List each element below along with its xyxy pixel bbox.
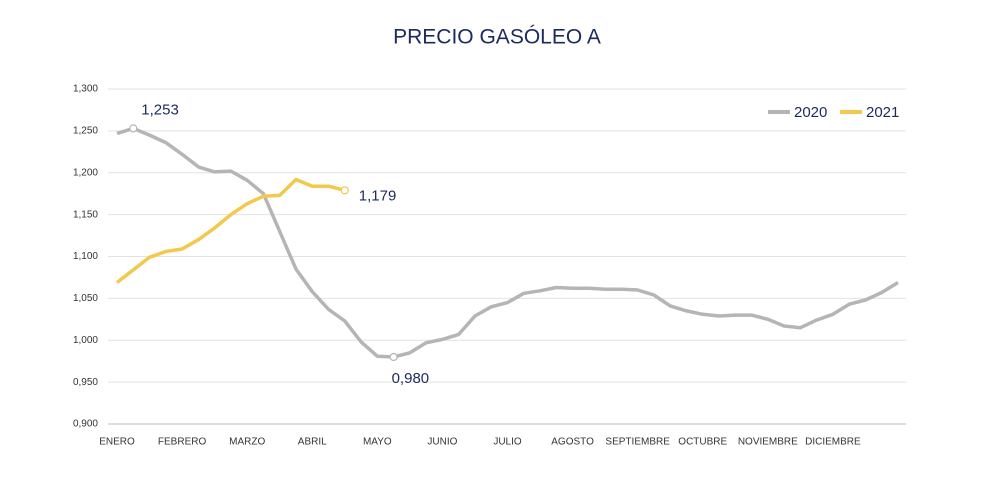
- chart-title: PRECIO GASÓLEO A: [393, 26, 601, 49]
- y-tick-label: 1,150: [73, 209, 98, 220]
- x-tick-label: OCTUBRE: [678, 437, 727, 448]
- data-point: [340, 186, 349, 195]
- x-tick-label: AGOSTO: [551, 437, 594, 448]
- x-tick-label: JULIO: [493, 437, 522, 448]
- y-tick-label: 1,200: [73, 167, 98, 178]
- y-tick-label: 0,950: [73, 377, 98, 388]
- x-tick-label: DICIEMBRE: [805, 437, 861, 448]
- x-tick-label: JUNIO: [427, 437, 457, 448]
- y-tick-label: 1,050: [73, 293, 98, 304]
- x-tick-label: ABRIL: [298, 437, 327, 448]
- series-line: [115, 177, 346, 284]
- y-tick-label: 1,000: [73, 335, 98, 346]
- data-label: 0,980: [392, 370, 430, 387]
- legend-label: 2020: [794, 104, 827, 121]
- y-tick-label: 1,250: [73, 126, 98, 137]
- x-tick-label: MARZO: [229, 437, 265, 448]
- data-point: [129, 124, 138, 133]
- y-tick-label: 0,900: [73, 419, 98, 430]
- x-tick-label: SEPTIEMBRE: [605, 437, 670, 448]
- x-tick-label: MAYO: [363, 437, 392, 448]
- x-tick-label: NOVIEMBRE: [738, 437, 798, 448]
- y-tick-label: 1,100: [73, 251, 98, 262]
- x-tick-label: ENERO: [99, 437, 135, 448]
- series-line: [116, 126, 899, 359]
- data-point: [389, 352, 398, 362]
- legend-label: 2021: [866, 104, 899, 121]
- x-tick-label: FEBRERO: [158, 437, 207, 448]
- data-label: 1,253: [141, 101, 179, 118]
- data-label: 1,179: [359, 187, 397, 204]
- y-tick-label: 1,300: [73, 84, 98, 95]
